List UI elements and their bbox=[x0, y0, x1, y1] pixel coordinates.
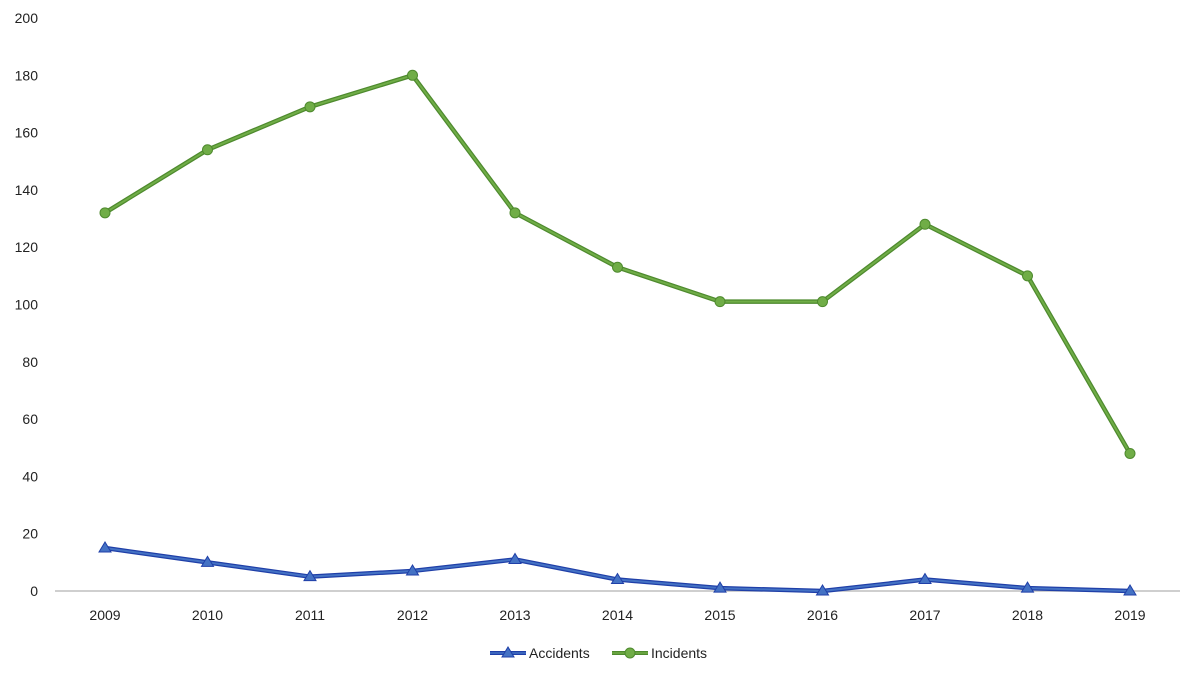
x-tick-label: 2014 bbox=[602, 607, 633, 623]
data-point bbox=[407, 69, 418, 81]
data-point bbox=[509, 207, 521, 219]
data-point bbox=[99, 207, 111, 219]
y-tick-label: 60 bbox=[22, 411, 38, 427]
data-point bbox=[713, 581, 727, 593]
data-point bbox=[304, 101, 316, 113]
y-tick-label: 140 bbox=[15, 182, 39, 198]
x-tick-label: 2017 bbox=[909, 607, 940, 623]
y-tick-label: 40 bbox=[22, 468, 38, 484]
legend-label: Accidents bbox=[529, 645, 590, 661]
x-axis-ticks: 2009 2010 2011 2012 2013 2014 2015 2016 2017 2018… bbox=[89, 607, 1145, 623]
legend-marker bbox=[624, 647, 636, 659]
data-point bbox=[612, 261, 623, 273]
y-tick-label: 0 bbox=[30, 583, 38, 599]
y-tick-label: 20 bbox=[22, 526, 38, 542]
data-point bbox=[200, 555, 215, 567]
data-point bbox=[1020, 581, 1035, 593]
data-point bbox=[815, 584, 830, 596]
data-point bbox=[714, 296, 726, 308]
data-point bbox=[1124, 447, 1136, 459]
data-point bbox=[610, 572, 625, 585]
x-tick-label: 2009 bbox=[89, 607, 120, 623]
data-point bbox=[508, 552, 522, 564]
legend: Accidents Incidents bbox=[490, 645, 707, 661]
y-axis-ticks: 0 20 40 60 80 100 120 140 160 180 200 bbox=[15, 10, 39, 599]
series-group bbox=[98, 69, 1137, 596]
series-accidents bbox=[98, 541, 1137, 596]
series-line bbox=[104, 547, 1131, 592]
legend-item-accidents: Accidents bbox=[490, 645, 590, 661]
data-point bbox=[1123, 584, 1137, 596]
y-tick-label: 120 bbox=[15, 239, 39, 255]
data-point bbox=[918, 572, 932, 585]
y-tick-label: 200 bbox=[15, 10, 39, 26]
x-tick-label: 2019 bbox=[1114, 607, 1145, 623]
data-point bbox=[98, 541, 112, 553]
x-tick-label: 2013 bbox=[499, 607, 530, 623]
y-tick-label: 180 bbox=[15, 67, 39, 83]
y-tick-label: 80 bbox=[22, 354, 38, 370]
x-tick-label: 2016 bbox=[807, 607, 838, 623]
legend-item-incidents: Incidents bbox=[612, 645, 707, 661]
data-point bbox=[1022, 270, 1033, 282]
data-point bbox=[919, 218, 931, 230]
data-point bbox=[405, 563, 420, 576]
x-tick-label: 2012 bbox=[397, 607, 428, 623]
x-tick-label: 2015 bbox=[704, 607, 735, 623]
y-tick-label: 100 bbox=[15, 297, 39, 313]
x-tick-label: 2010 bbox=[192, 607, 223, 623]
x-tick-label: 2018 bbox=[1012, 607, 1043, 623]
data-point bbox=[303, 569, 317, 582]
data-point bbox=[817, 296, 828, 308]
legend-marker bbox=[501, 646, 515, 658]
series-incidents bbox=[99, 69, 1136, 459]
y-tick-label: 160 bbox=[15, 125, 39, 141]
legend-label: Incidents bbox=[651, 645, 707, 661]
data-point bbox=[202, 144, 213, 156]
x-tick-label: 2011 bbox=[295, 607, 325, 623]
